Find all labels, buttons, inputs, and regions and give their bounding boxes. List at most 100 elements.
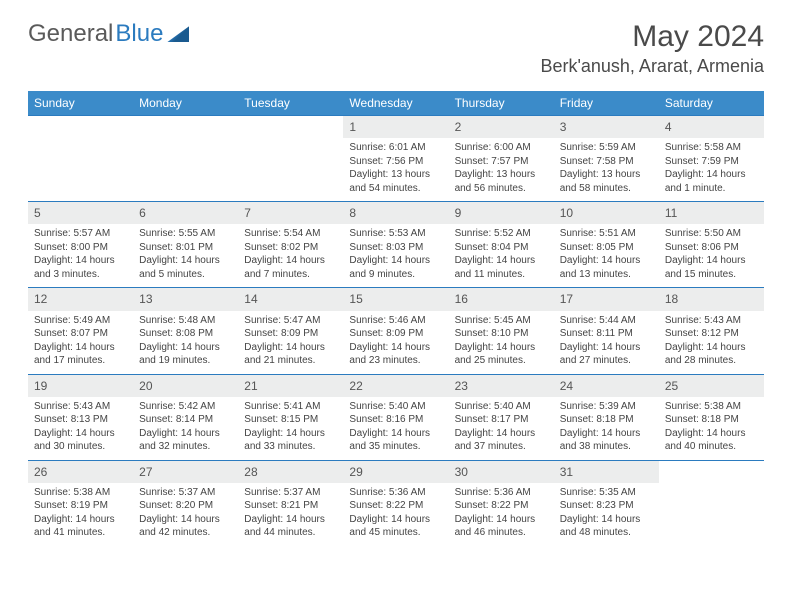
sunrise-line: Sunrise: 5:59 AM (560, 141, 653, 155)
daylight-line: Daylight: 14 hours and 38 minutes. (560, 427, 653, 454)
day-data-cell: Sunrise: 5:38 AMSunset: 8:18 PMDaylight:… (659, 397, 764, 461)
day-data-cell: Sunrise: 5:49 AMSunset: 8:07 PMDaylight:… (28, 311, 133, 375)
sunrise-line: Sunrise: 5:36 AM (349, 486, 442, 500)
daylight-line: Daylight: 14 hours and 28 minutes. (665, 341, 758, 368)
day-data-cell: Sunrise: 5:40 AMSunset: 8:16 PMDaylight:… (343, 397, 448, 461)
weekday-header: Sunday (28, 91, 133, 116)
daylight-line: Daylight: 13 hours and 58 minutes. (560, 168, 653, 195)
day-number-cell: 28 (238, 460, 343, 483)
sunset-line: Sunset: 7:58 PM (560, 155, 653, 169)
weekday-header: Saturday (659, 91, 764, 116)
weekday-header: Monday (133, 91, 238, 116)
brand-part2: Blue (115, 20, 163, 48)
daylight-line: Daylight: 14 hours and 19 minutes. (139, 341, 232, 368)
daylight-line: Daylight: 14 hours and 1 minute. (665, 168, 758, 195)
brand-part1: General (28, 20, 113, 48)
day-data-cell: Sunrise: 5:35 AMSunset: 8:23 PMDaylight:… (554, 483, 659, 546)
daylight-line: Daylight: 13 hours and 56 minutes. (455, 168, 548, 195)
day-number-cell: 23 (449, 374, 554, 397)
sunrise-line: Sunrise: 5:45 AM (455, 314, 548, 328)
sunrise-line: Sunrise: 5:52 AM (455, 227, 548, 241)
day-data-cell: Sunrise: 5:54 AMSunset: 8:02 PMDaylight:… (238, 224, 343, 288)
daylight-line: Daylight: 14 hours and 48 minutes. (560, 513, 653, 540)
sunrise-line: Sunrise: 5:38 AM (34, 486, 127, 500)
sunset-line: Sunset: 8:02 PM (244, 241, 337, 255)
day-number-cell: 18 (659, 288, 764, 311)
sunrise-line: Sunrise: 5:51 AM (560, 227, 653, 241)
day-number-cell: 2 (449, 116, 554, 139)
sunset-line: Sunset: 7:57 PM (455, 155, 548, 169)
day-data-cell: Sunrise: 5:45 AMSunset: 8:10 PMDaylight:… (449, 311, 554, 375)
month-title: May 2024 (540, 20, 764, 54)
daylight-line: Daylight: 14 hours and 44 minutes. (244, 513, 337, 540)
sunset-line: Sunset: 8:13 PM (34, 413, 127, 427)
sunset-line: Sunset: 8:08 PM (139, 327, 232, 341)
sunrise-line: Sunrise: 5:50 AM (665, 227, 758, 241)
day-data-cell: Sunrise: 5:38 AMSunset: 8:19 PMDaylight:… (28, 483, 133, 546)
sunset-line: Sunset: 8:09 PM (349, 327, 442, 341)
daylight-line: Daylight: 14 hours and 42 minutes. (139, 513, 232, 540)
day-data-row: Sunrise: 5:57 AMSunset: 8:00 PMDaylight:… (28, 224, 764, 288)
sunset-line: Sunset: 8:22 PM (349, 499, 442, 513)
daylight-line: Daylight: 14 hours and 5 minutes. (139, 254, 232, 281)
daylight-line: Daylight: 14 hours and 25 minutes. (455, 341, 548, 368)
sunrise-line: Sunrise: 5:46 AM (349, 314, 442, 328)
daylight-line: Daylight: 14 hours and 17 minutes. (34, 341, 127, 368)
sunset-line: Sunset: 8:19 PM (34, 499, 127, 513)
day-number-cell: 12 (28, 288, 133, 311)
sunset-line: Sunset: 8:18 PM (665, 413, 758, 427)
day-number-cell: 21 (238, 374, 343, 397)
day-data-cell (133, 138, 238, 202)
header: GeneralBlue May 2024 Berk'anush, Ararat,… (28, 20, 764, 77)
sunrise-line: Sunrise: 5:55 AM (139, 227, 232, 241)
day-data-row: Sunrise: 5:38 AMSunset: 8:19 PM Daylight:… (28, 483, 764, 546)
day-data-cell: Sunrise: 5:40 AMSunset: 8:17 PMDaylight:… (449, 397, 554, 461)
day-data-cell: Sunrise: 5:59 AMSunset: 7:58 PMDaylight:… (554, 138, 659, 202)
sunset-line: Sunset: 8:16 PM (349, 413, 442, 427)
sunset-line: Sunset: 8:06 PM (665, 241, 758, 255)
sunset-line: Sunset: 8:15 PM (244, 413, 337, 427)
sunrise-line: Sunrise: 6:00 AM (455, 141, 548, 155)
day-data-cell: Sunrise: 5:48 AMSunset: 8:08 PMDaylight:… (133, 311, 238, 375)
sunset-line: Sunset: 7:56 PM (349, 155, 442, 169)
daylight-line: Daylight: 14 hours and 3 minutes. (34, 254, 127, 281)
day-number-cell: 30 (449, 460, 554, 483)
day-number-cell: 5 (28, 202, 133, 225)
day-number-cell: 9 (449, 202, 554, 225)
sunrise-line: Sunrise: 5:37 AM (244, 486, 337, 500)
sunset-line: Sunset: 8:22 PM (455, 499, 548, 513)
daylight-line: Daylight: 14 hours and 21 minutes. (244, 341, 337, 368)
day-number-cell: 16 (449, 288, 554, 311)
day-data-cell (28, 138, 133, 202)
day-data-row: Sunrise: 6:01 AMSunset: 7:56 PMDaylight:… (28, 138, 764, 202)
sunrise-line: Sunrise: 5:48 AM (139, 314, 232, 328)
daylight-line: Daylight: 14 hours and 40 minutes. (665, 427, 758, 454)
day-number-cell: 4 (659, 116, 764, 139)
day-number-cell: 14 (238, 288, 343, 311)
day-data-cell: Sunrise: 5:43 AMSunset: 8:13 PMDaylight:… (28, 397, 133, 461)
sunset-line: Sunset: 8:05 PM (560, 241, 653, 255)
day-number-cell: 19 (28, 374, 133, 397)
weekday-header: Friday (554, 91, 659, 116)
sunrise-line: Sunrise: 5:49 AM (34, 314, 127, 328)
sunrise-line: Sunrise: 5:54 AM (244, 227, 337, 241)
daylight-line: Daylight: 14 hours and 33 minutes. (244, 427, 337, 454)
sunset-line: Sunset: 8:14 PM (139, 413, 232, 427)
sunrise-line: Sunrise: 5:43 AM (665, 314, 758, 328)
daylight-line: Daylight: 14 hours and 13 minutes. (560, 254, 653, 281)
day-data-cell: Sunrise: 5:52 AMSunset: 8:04 PMDaylight:… (449, 224, 554, 288)
day-data-cell: Sunrise: 5:43 AMSunset: 8:12 PMDaylight:… (659, 311, 764, 375)
day-data-cell: Sunrise: 5:39 AMSunset: 8:18 PMDaylight:… (554, 397, 659, 461)
sunset-line: Sunset: 8:23 PM (560, 499, 653, 513)
day-number-cell: 3 (554, 116, 659, 139)
sunrise-line: Sunrise: 5:57 AM (34, 227, 127, 241)
day-number-cell: 29 (343, 460, 448, 483)
sunset-line: Sunset: 8:17 PM (455, 413, 548, 427)
daylight-line: Daylight: 14 hours and 9 minutes. (349, 254, 442, 281)
sunset-line: Sunset: 8:11 PM (560, 327, 653, 341)
sunset-line: Sunset: 8:12 PM (665, 327, 758, 341)
sunset-line: Sunset: 8:03 PM (349, 241, 442, 255)
day-number-row: 262728293031 (28, 460, 764, 483)
sunrise-line: Sunrise: 5:35 AM (560, 486, 653, 500)
sunrise-line: Sunrise: 5:58 AM (665, 141, 758, 155)
